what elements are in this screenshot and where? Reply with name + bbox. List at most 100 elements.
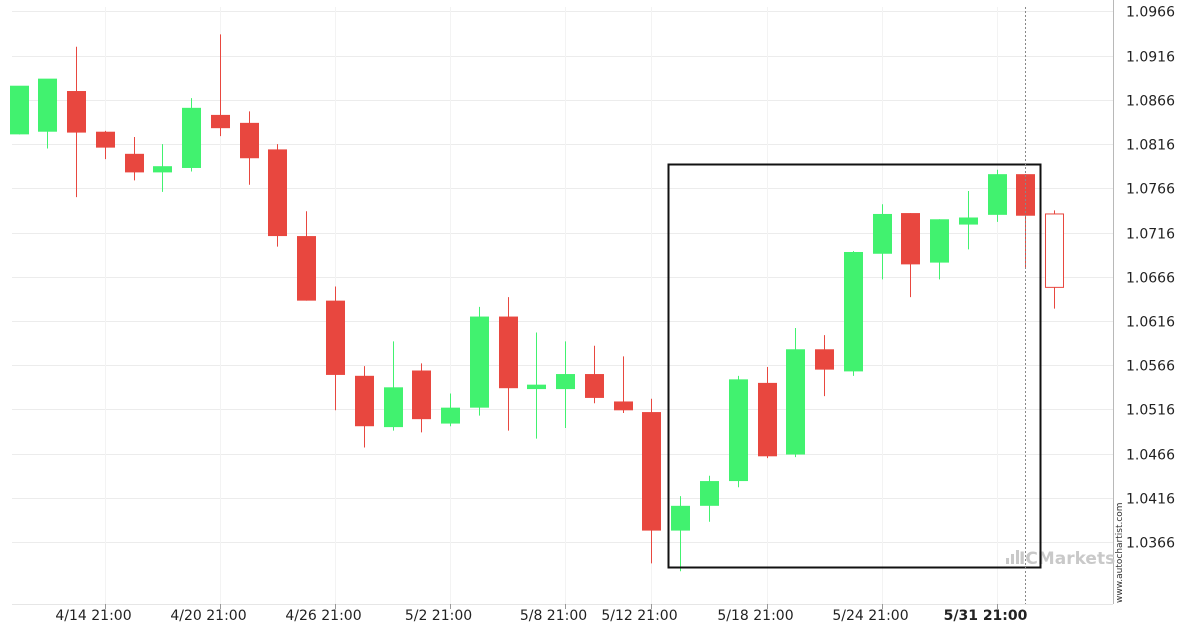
candle xyxy=(182,98,201,172)
candle-body xyxy=(671,505,690,531)
candle xyxy=(125,137,144,181)
candle-body xyxy=(786,349,805,455)
candle xyxy=(614,356,633,413)
y-tick-label: 1.0566 xyxy=(1126,359,1175,375)
candle-body xyxy=(527,384,546,390)
candle xyxy=(1045,210,1064,309)
candle-body xyxy=(930,219,949,263)
overlays xyxy=(667,7,1042,604)
candle-body xyxy=(182,107,201,168)
candle xyxy=(585,345,604,404)
x-tick-label: 5/8 21:00 xyxy=(520,608,587,624)
candle-body xyxy=(240,122,259,159)
x-tick-label: 5/2 21:00 xyxy=(405,608,472,624)
source-label: www.autochartist.com xyxy=(1115,502,1125,603)
candle-body xyxy=(125,153,144,173)
candle xyxy=(355,366,374,448)
candle-body xyxy=(1045,213,1064,288)
candle-body xyxy=(642,412,661,531)
y-tick-label: 1.0766 xyxy=(1126,182,1175,198)
brand-logo-icon xyxy=(1006,550,1019,564)
candle-body xyxy=(38,78,57,132)
candle-body xyxy=(67,91,86,133)
candle-body xyxy=(326,300,345,375)
candle xyxy=(441,393,460,427)
candle xyxy=(642,398,661,564)
x-tick-label: 5/18 21:00 xyxy=(717,608,793,624)
candle xyxy=(758,366,777,459)
candle xyxy=(844,251,863,376)
candle-body xyxy=(412,370,431,420)
candle-body xyxy=(355,375,374,427)
candle-body xyxy=(499,316,518,389)
candle-body xyxy=(153,166,172,173)
candle xyxy=(527,332,546,439)
candle-body xyxy=(844,251,863,372)
brand-watermark: ICMarkets xyxy=(1019,549,1115,569)
candle-body xyxy=(441,407,460,424)
candle xyxy=(700,475,719,522)
candle xyxy=(930,219,949,280)
candle-body xyxy=(297,236,316,301)
y-tick-label: 1.0966 xyxy=(1126,5,1175,21)
candle xyxy=(153,144,172,192)
x-tick-label: 5/12 21:00 xyxy=(601,608,677,624)
y-tick-label: 1.0716 xyxy=(1126,227,1175,243)
y-tick-label: 1.0916 xyxy=(1126,50,1175,66)
candle xyxy=(384,341,403,431)
candle-body xyxy=(758,382,777,457)
y-tick-label: 1.0516 xyxy=(1126,403,1175,419)
candle xyxy=(959,190,978,250)
candle-body xyxy=(585,374,604,398)
candle xyxy=(786,328,805,458)
y-tick-label: 1.0366 xyxy=(1126,536,1175,552)
candle xyxy=(815,335,834,397)
candle xyxy=(268,144,287,247)
candle xyxy=(297,211,316,301)
candle-body xyxy=(614,401,633,411)
candle-body xyxy=(384,387,403,428)
x-axis-ticks: 4/14 21:00 4/20 21:00 4/26 21:00 5/2 21:00 5… xyxy=(55,604,1028,624)
candle-body xyxy=(901,213,920,265)
candle xyxy=(326,286,345,411)
x-tick-label: 5/31 21:00 xyxy=(944,608,1028,624)
candle-body xyxy=(556,374,575,390)
candle xyxy=(901,213,920,298)
candle-body xyxy=(988,174,1007,215)
candle-body xyxy=(700,481,719,506)
candle xyxy=(499,297,518,431)
candle xyxy=(412,363,431,433)
y-tick-label: 1.0816 xyxy=(1126,138,1175,154)
candles xyxy=(10,34,1064,572)
watermark: ICMarkets www.autochartist.com xyxy=(1006,502,1125,603)
candle xyxy=(988,169,1007,222)
x-tick-label: 5/24 21:00 xyxy=(832,608,908,624)
pattern-box xyxy=(667,163,1042,569)
candle-body xyxy=(10,85,29,135)
y-tick-label: 1.0416 xyxy=(1126,492,1175,508)
candle xyxy=(729,375,748,488)
candle xyxy=(671,496,690,572)
candle-body xyxy=(96,131,115,148)
candle-body xyxy=(815,349,834,370)
candle xyxy=(38,78,57,149)
candle-body xyxy=(729,379,748,482)
candle-body xyxy=(1016,174,1035,216)
y-tick-label: 1.0466 xyxy=(1126,448,1175,464)
candle-body xyxy=(211,114,230,129)
x-tick-label: 4/20 21:00 xyxy=(170,608,246,624)
axes xyxy=(12,0,1114,605)
candle xyxy=(10,85,29,135)
y-tick-label: 1.0616 xyxy=(1126,315,1175,331)
candle-body xyxy=(268,149,287,237)
candle xyxy=(873,204,892,280)
candle xyxy=(211,34,230,137)
candle xyxy=(556,341,575,428)
grid-lines xyxy=(12,7,1113,604)
candle-body xyxy=(873,213,892,254)
y-axis-ticks: 1.0966 1.0916 1.0866 1.0816 1.0766 1.0716 1.06… xyxy=(1126,5,1175,552)
candle xyxy=(67,46,86,198)
y-tick-label: 1.0866 xyxy=(1126,94,1175,110)
candle xyxy=(96,130,115,160)
x-tick-label: 4/14 21:00 xyxy=(55,608,131,624)
